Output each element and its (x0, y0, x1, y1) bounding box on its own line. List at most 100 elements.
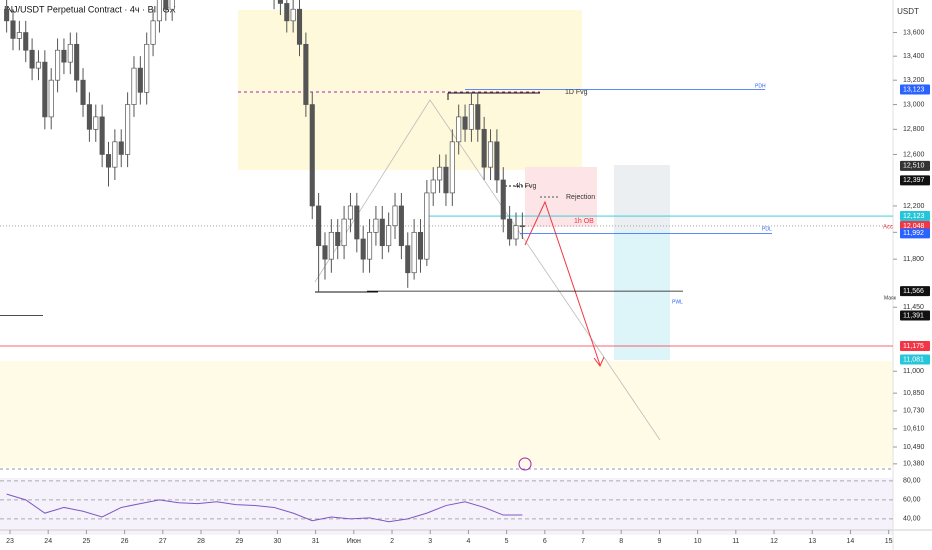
candle-body (112, 141, 118, 168)
x-tick-label: 12 (770, 538, 778, 545)
candle-body (277, 0, 283, 4)
y-tick-label: 11,000 (903, 368, 924, 375)
candle-body (322, 245, 328, 260)
candle-body (360, 238, 366, 260)
price-tag (900, 228, 930, 239)
x-tick-label: 2 (390, 538, 394, 545)
price-tag (900, 286, 930, 297)
rsi-tick-label: 80,00 (903, 478, 921, 485)
x-tick-label: 31 (312, 538, 320, 545)
candle-body (86, 104, 92, 130)
annotation: Маяк (884, 295, 897, 301)
price-tag-label: 11,391 (903, 312, 924, 319)
candle-body (507, 218, 513, 240)
candle-body (74, 43, 80, 81)
rsi-line (6, 493, 523, 523)
title: INJ/USDT Perpetual Contract · 4ч · BINGX (4, 4, 176, 14)
candle-body (131, 67, 137, 105)
price-tag (900, 341, 930, 352)
price-tag (900, 175, 930, 186)
x-tick-label: 26 (121, 538, 129, 545)
flash-icon (518, 457, 532, 471)
zone-target (614, 230, 670, 360)
price-tag (900, 84, 930, 95)
x-tick-label: 25 (83, 538, 91, 545)
candle-body (487, 141, 494, 168)
candle-body (284, 3, 290, 22)
rsi-tick-label: 60,00 (903, 497, 921, 504)
candle-body (16, 32, 22, 39)
x-tick-label: 5 (505, 538, 509, 545)
y-tick-label: 12,800 (903, 126, 925, 133)
candle-body (296, 8, 303, 45)
x-tick-label: 6 (543, 538, 547, 545)
y-tick-label: 13,000 (903, 101, 925, 108)
currency: USDT (897, 7, 919, 16)
price-tag-label: 11,175 (903, 343, 924, 350)
candle-body (169, 0, 175, 10)
y-tick-label: 10,380 (903, 461, 925, 468)
candle-body (417, 231, 424, 260)
candle-body (341, 218, 347, 247)
candle-body (35, 61, 42, 69)
annotation: 4h Fvg (515, 183, 537, 190)
candle-body (55, 49, 61, 81)
candle-body (354, 205, 360, 240)
price-tag-label: 12,510 (903, 163, 925, 170)
y-tick-label: 13,600 (903, 29, 925, 36)
candle-body (367, 231, 373, 260)
price-tag (900, 310, 930, 321)
projection (314, 99, 661, 441)
candle-body (424, 192, 430, 260)
x-tick-label: 30 (274, 538, 282, 545)
candle-body (379, 218, 385, 247)
candle-body (105, 154, 112, 168)
x-tick-label: 11 (732, 538, 739, 545)
candle-body (398, 205, 404, 247)
candle-body (437, 166, 443, 181)
x-tick-label: 29 (235, 538, 243, 545)
candle-body (23, 32, 29, 51)
candle-body (4, 8, 10, 22)
candle-body (309, 104, 315, 207)
candle-body (137, 67, 143, 93)
candle-body (93, 116, 99, 130)
rsi-panel (0, 478, 893, 535)
y-tick-label: 10,850 (903, 390, 925, 397)
x-tick-label: 13 (808, 538, 816, 545)
candle-body (42, 61, 48, 118)
price-tag-label: 12,048 (903, 223, 925, 230)
annotation: PDH (755, 83, 766, 89)
zone-bottom (0, 361, 893, 467)
candle-body (118, 141, 124, 155)
y-tick-label: 11,450 (903, 304, 924, 311)
x-tick-label: 14 (847, 538, 855, 545)
candle-body (449, 141, 455, 194)
candle-body (29, 49, 35, 69)
candle-body (456, 116, 462, 143)
candle-body (163, 0, 169, 10)
price-tag-label: 11,081 (903, 356, 924, 363)
x-tick-label: 9 (657, 538, 661, 545)
candle-body (48, 79, 54, 118)
zone-1d-fvg (238, 10, 582, 170)
candle-body (519, 225, 525, 228)
x-tick-label: 8 (619, 538, 623, 545)
candle-body (513, 225, 519, 240)
candle-body (443, 166, 449, 194)
candle-body (61, 49, 67, 63)
y-tick-label: 13,200 (903, 77, 925, 84)
price-tag-label: 13,123 (903, 86, 925, 93)
candle-body (144, 43, 150, 93)
y-tick-label: 10,730 (903, 408, 925, 415)
rsi-tick-label: 40,00 (903, 516, 921, 523)
candle-body (316, 205, 322, 247)
candle-body (347, 205, 354, 220)
candle-body (481, 128, 487, 168)
candle-body (335, 231, 341, 247)
candle-body (80, 79, 86, 105)
arrow-head (593, 356, 605, 367)
annotation: PWL (672, 299, 683, 305)
